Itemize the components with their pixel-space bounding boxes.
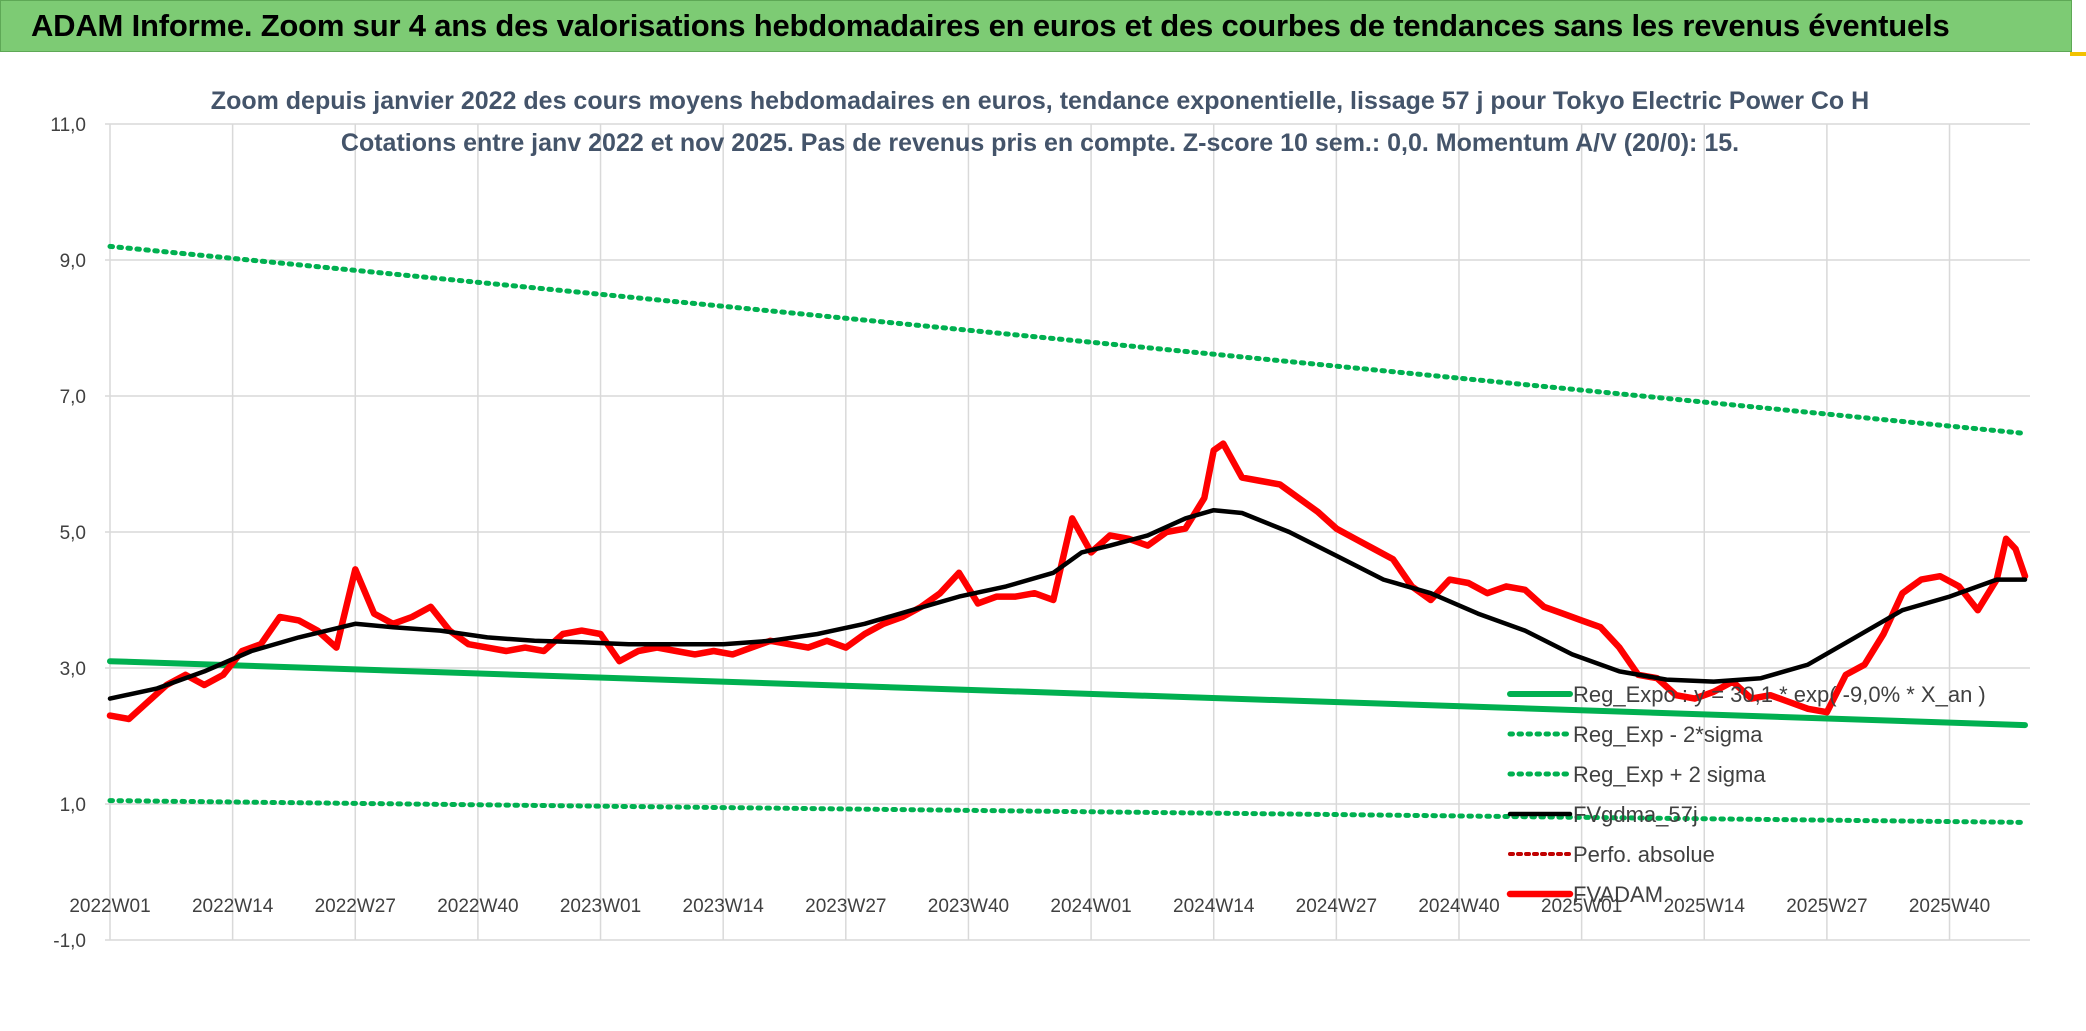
x-tick-label: 2025W40: [1909, 896, 1990, 917]
legend-entry: FVADAM: [1573, 882, 1663, 907]
series-group: [106, 243, 2029, 825]
x-tick-label: 2024W40: [1418, 896, 1499, 917]
x-tick-label: 2022W01: [69, 896, 150, 917]
series-line: [107, 507, 2028, 701]
y-tick-label: 11,0: [50, 115, 86, 136]
x-axis: 2022W01 2022W14 2022W27 2022W40 2023W01 2023W…: [69, 896, 1990, 917]
chart-subtitle: Cotations entre janv 2022 et nov 2025. P…: [341, 129, 1739, 157]
x-tick-label: 2022W27: [315, 896, 396, 917]
report-title: ADAM Informe. Zoom sur 4 ans des valoris…: [31, 8, 1950, 43]
x-tick-label: 2022W40: [437, 896, 518, 917]
corner-accent: [2070, 52, 2086, 56]
y-tick-label: 5,0: [60, 523, 86, 544]
y-tick-label: 9,0: [60, 251, 86, 272]
chart-title: Zoom depuis janvier 2022 des cours moyen…: [211, 87, 1869, 115]
series-line: [107, 658, 2028, 729]
y-tick-label: 3,0: [60, 659, 86, 680]
x-tick-label: 2023W40: [928, 896, 1009, 917]
y-axis: -1,0 1,0 3,0 5,0 7,0 9,0 11,0: [50, 115, 86, 952]
legend-entry: Perfo. absolue: [1573, 842, 1715, 867]
x-tick-label: 2023W27: [805, 896, 886, 917]
x-tick-label: 2023W14: [683, 896, 765, 917]
x-tick-label: 2024W01: [1050, 896, 1131, 917]
x-tick-label: 2025W01: [1541, 896, 1622, 917]
y-tick-label: 1,0: [60, 795, 86, 816]
report-header: ADAM Informe. Zoom sur 4 ans des valoris…: [0, 0, 2072, 52]
line-chart: -1,01,03,05,07,09,011,0 2022W01 2022W14 20…: [50, 87, 2030, 952]
legend-entry: FVgdma_57j: [1573, 802, 1698, 827]
x-tick-label: 2022W14: [192, 896, 274, 917]
legend: Reg_Expo : y = 30,1 * exp( -9,0% * X_an …: [1506, 682, 1986, 907]
x-tick-label: 2023W01: [560, 896, 641, 917]
legend-entry: Reg_Exp - 2*sigma: [1573, 722, 1763, 747]
x-tick-label: 2025W14: [1664, 896, 1746, 917]
y-tick-label: 7,0: [60, 387, 86, 408]
x-tick-label: 2025W27: [1786, 896, 1867, 917]
y-tick-label: -1,0: [53, 931, 86, 952]
x-tick-label: 2024W14: [1173, 896, 1255, 917]
legend-entry: Reg_Expo : y = 30,1 * exp( -9,0% * X_an …: [1573, 682, 1986, 707]
x-tick-label: 2024W27: [1296, 896, 1377, 917]
legend-entry: Reg_Exp + 2 sigma: [1573, 762, 1766, 787]
series-line: [107, 798, 2028, 825]
series-line: [107, 243, 2028, 436]
